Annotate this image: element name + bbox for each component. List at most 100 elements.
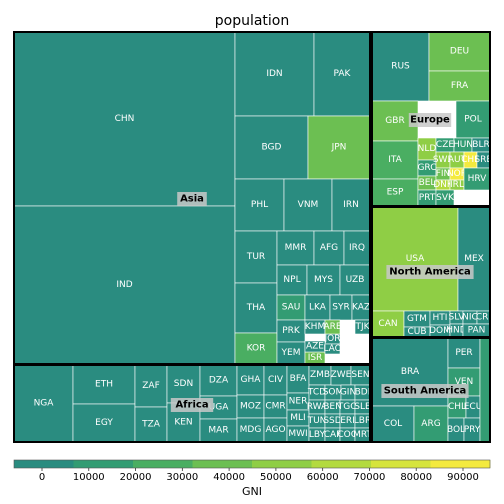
cell-label-tjk: TJK (354, 322, 370, 332)
cell-label-kaz: KAZ (352, 303, 370, 313)
cell-label-svk: SVK (436, 193, 455, 203)
cell-label-per: PER (455, 348, 472, 358)
cell-label-syr: SYR (332, 303, 349, 313)
cell-label-bol: BOL (447, 425, 465, 435)
cell-label-hrv: HRV (468, 174, 488, 184)
cell-label-dza: DZA (209, 376, 229, 386)
cell-label-eth: ETH (95, 380, 113, 390)
cell-label-cub: CUB (407, 327, 426, 337)
legend-swatch (193, 460, 253, 468)
cell-label-col: COL (384, 419, 402, 429)
cell-label-tur: TUR (246, 252, 265, 262)
group-label-north-america: North America (389, 267, 471, 278)
cell-label-pry: PRY (464, 425, 481, 435)
group-label-south-america: South America (384, 386, 467, 397)
chart-title: population (215, 13, 290, 29)
cell-label-deu: DEU (450, 47, 469, 57)
cell-label-jpn: JPN (331, 143, 347, 153)
cell-label-ecu: ECU (464, 402, 483, 412)
cell-label-pan: PAN (468, 326, 486, 336)
cell-label-jor: JOR (324, 334, 341, 344)
cell-label-afg: AFG (320, 243, 338, 253)
cell-label-bfa: BFA (290, 374, 308, 384)
cell-label-mwi: MWI (288, 429, 307, 439)
group-label-europe: Europe (410, 115, 450, 126)
cell-label-fra: FRA (451, 81, 469, 91)
cell-label-mli: MLI (290, 413, 305, 423)
cell-label-arg: ARG (421, 419, 440, 429)
cell-label-zaf: ZAF (142, 381, 160, 391)
legend-tick-label: 60000 (307, 472, 339, 483)
legend-tick-label: 80000 (400, 472, 432, 483)
legend-tick-label: 40000 (213, 472, 245, 483)
cell-ury (480, 338, 490, 442)
cell-label-usa: USA (406, 254, 425, 264)
cell-label-idn: IDN (266, 69, 282, 79)
legend-title: GNI (242, 485, 262, 498)
cell-label-sdn: SDN (174, 379, 193, 389)
cell-label-esp: ESP (387, 188, 404, 198)
legend-ticks: 0 10000 20000 30000 40000 50000 60000 70000 8000… (39, 468, 479, 483)
cell-label-phl: PHL (251, 200, 268, 210)
cell-label-irq: IRQ (349, 243, 365, 253)
cell-label-gbr: GBR (385, 116, 404, 126)
cell-label-lka: LKA (309, 303, 327, 313)
cell-label-ner: NER (289, 397, 308, 407)
cell-label-ssd: SSD (323, 416, 341, 426)
cell-label-hun: HUN (453, 140, 473, 150)
cell-label-zmb: ZMB (310, 370, 330, 380)
cell-label-blr: BLR (472, 140, 489, 150)
cell-label-chn: CHN (115, 114, 135, 124)
legend-swatch (133, 460, 193, 468)
cell-label-yem: YEM (281, 348, 301, 358)
legend-tick-label: 20000 (120, 472, 152, 483)
cell-label-lbr: LBR (354, 416, 371, 426)
cell-label-cri: CRI (476, 313, 491, 323)
legend-colorbar (14, 460, 490, 468)
cell-label-sle: SLE (354, 402, 371, 412)
cell-label-bra: BRA (401, 367, 420, 377)
cell-label-pak: PAK (334, 69, 352, 79)
cell-label-civ: CIV (268, 375, 284, 385)
legend-swatch (74, 460, 134, 468)
cell-label-vnm: VNM (298, 200, 319, 210)
cell-label-tza: TZA (141, 420, 161, 430)
cell-label-moz: MOZ (240, 402, 261, 412)
cell-label-ita: ITA (388, 155, 402, 165)
cell-label-nga: NGA (34, 399, 55, 409)
cell-label-uzb: UZB (346, 275, 365, 285)
group-label-asia: Asia (180, 194, 204, 205)
cell-label-are: ARE (323, 322, 341, 332)
cell-label-gtm: GTM (407, 314, 427, 324)
cell-label-sau: SAU (282, 303, 301, 313)
cell-label-eri: ERI (340, 416, 355, 426)
cell-label-gha: GHA (241, 375, 262, 385)
cell-label-npl: NPL (283, 275, 300, 285)
cell-label-pol: POL (464, 115, 482, 125)
cell-label-khm: KHM (305, 322, 325, 332)
cell-label-irn: IRN (343, 200, 359, 210)
legend-swatch (371, 460, 431, 468)
legend: 0 10000 20000 30000 40000 50000 60000 70000 8000… (14, 460, 490, 498)
cell-label-aze: AZE (306, 342, 324, 352)
cell-label-mex: MEX (464, 254, 484, 264)
cell-label-hti: HTI (433, 313, 448, 323)
cell-label-mmr: MMR (285, 243, 307, 253)
group-label-africa: Africa (175, 400, 208, 411)
legend-tick-label: 30000 (166, 472, 198, 483)
legend-swatch (252, 460, 312, 468)
cell-label-tha: THA (246, 303, 266, 313)
treemap-cells: CHN IND IDN PAK BGD JPN PHL VNM IRN TUR MMR AFG IRQ T… (14, 32, 493, 442)
cell-label-prt: PRT (419, 193, 436, 203)
cell-label-kor: KOR (247, 344, 266, 354)
cell-label-prk: PRK (282, 326, 301, 336)
cell-label-can: CAN (378, 319, 397, 329)
cell-label-ago: AGO (265, 425, 285, 435)
cell-label-bdi: BDI (355, 388, 371, 398)
cell-label-lao: LAO (323, 344, 341, 354)
cell-label-mdg: MDG (240, 425, 262, 435)
cell-label-irl: IRL (450, 180, 464, 190)
legend-tick-label: 50000 (260, 472, 292, 483)
legend-swatch (431, 460, 491, 468)
